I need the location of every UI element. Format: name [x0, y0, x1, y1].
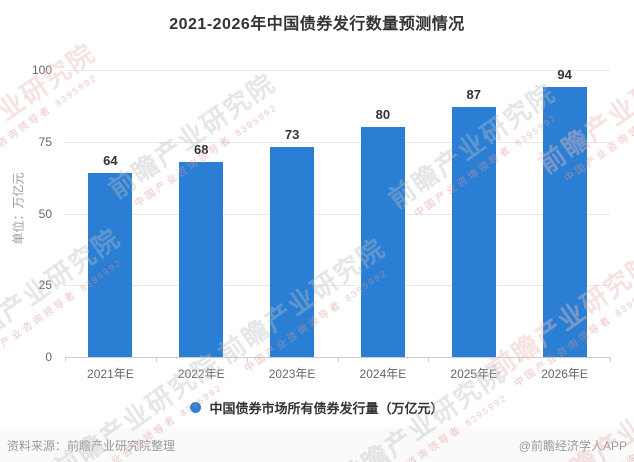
- bar: [88, 173, 133, 357]
- x-axis-tick: [337, 357, 339, 362]
- x-axis-tick: [610, 357, 611, 362]
- gridline: [65, 213, 610, 215]
- bar: [270, 147, 315, 357]
- y-tick-label: 50: [38, 206, 52, 221]
- legend-label: 中国债券市场所有债券发行量（万亿元）: [209, 401, 444, 416]
- bar-value-label: 94: [557, 67, 572, 83]
- gridline: [65, 285, 610, 287]
- legend-marker-icon: [190, 402, 202, 413]
- bar-value-label: 68: [194, 141, 209, 157]
- gridline: [65, 141, 610, 143]
- bar: [179, 161, 224, 357]
- bar-value-label: 87: [466, 87, 481, 103]
- x-tick-label: 2024年E: [359, 367, 407, 381]
- credit-text: @前瞻经济学人APP: [518, 438, 627, 453]
- bar-value-label: 73: [284, 127, 300, 143]
- bar-value-label: 64: [103, 153, 118, 169]
- gridline: [65, 70, 610, 71]
- x-tick-label: 2023年E: [268, 367, 316, 381]
- x-axis-tick: [519, 357, 521, 362]
- legend[interactable]: 中国债券市场所有债券发行量（万亿元）: [0, 398, 634, 417]
- bar-value-label: 80: [375, 107, 391, 123]
- x-tick-label: 2021年E: [87, 367, 134, 381]
- x-tick-label: 2026年E: [541, 367, 588, 381]
- y-tick-label: 0: [45, 350, 52, 364]
- y-tick-label: 25: [38, 278, 52, 293]
- x-axis-tick: [428, 357, 430, 362]
- x-axis-tick: [246, 357, 248, 362]
- x-tick-label: 2025年E: [450, 367, 498, 381]
- y-tick-label: 100: [31, 63, 52, 77]
- bar: [542, 87, 587, 357]
- y-tick-label: 75: [38, 134, 52, 149]
- x-axis-tick: [65, 357, 66, 362]
- footer-bar: 资料来源：前瞻产业研究院整理 @前瞻经济学人APP: [0, 428, 634, 462]
- x-axis-tick: [155, 357, 157, 362]
- data-source-text: 资料来源：前瞻产业研究院整理: [7, 438, 176, 453]
- bar: [360, 127, 405, 357]
- chart-title: 2021-2026年中国债券发行数量预测情况: [169, 16, 465, 33]
- bar: [451, 107, 496, 357]
- x-tick-label: 2022年E: [177, 367, 225, 381]
